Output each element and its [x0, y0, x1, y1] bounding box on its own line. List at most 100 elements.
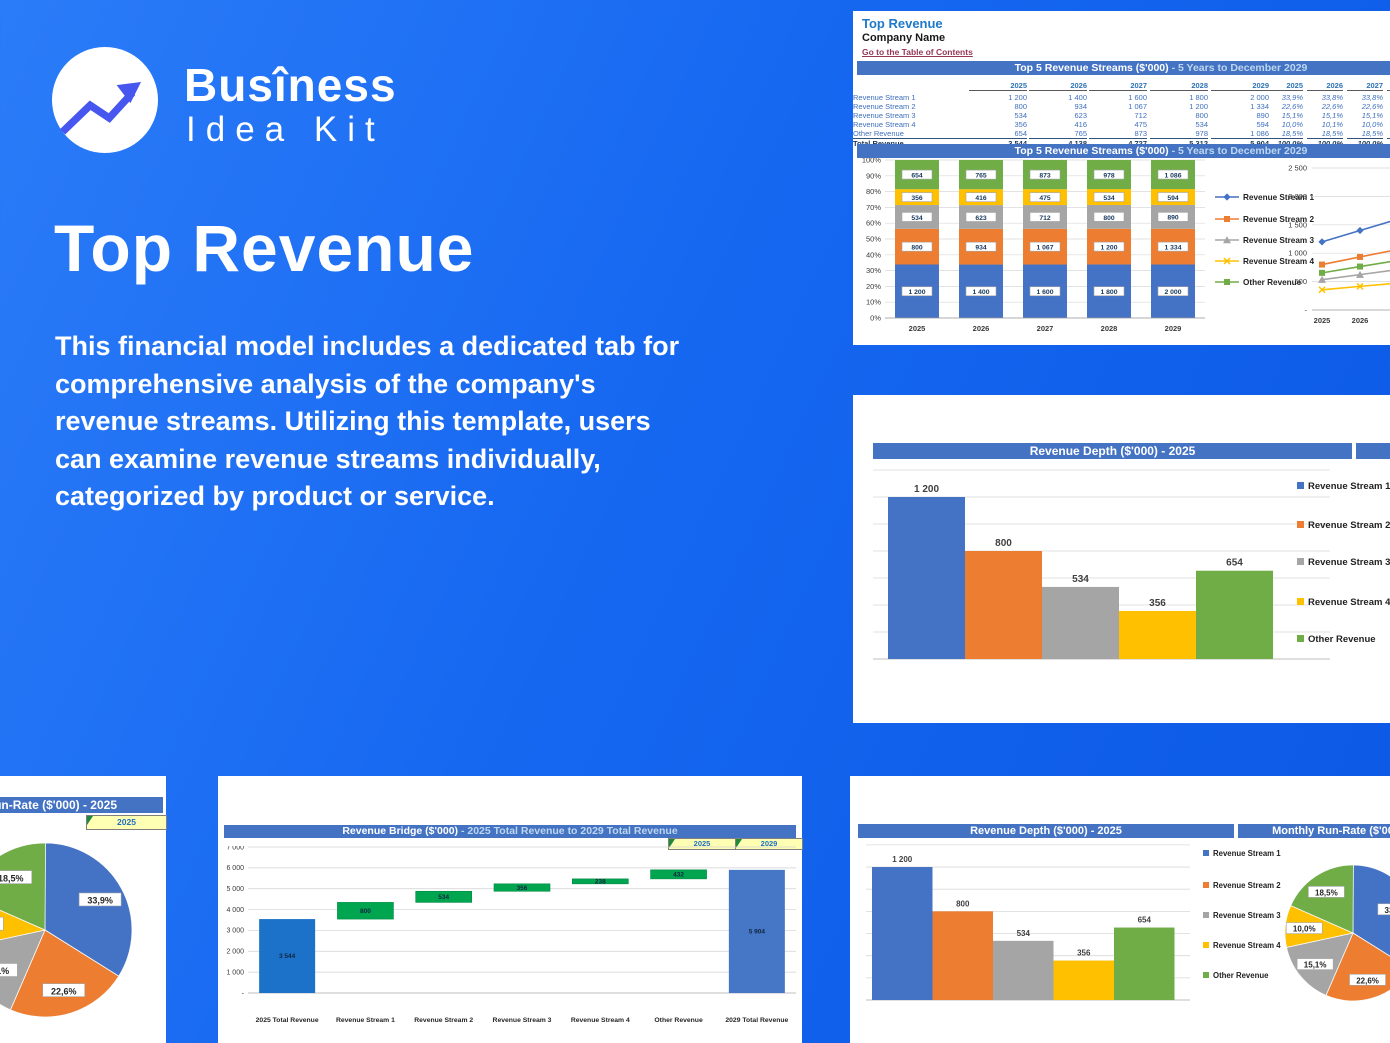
series-marker: [1318, 286, 1326, 294]
series-marker: [1318, 275, 1326, 283]
spreadsheet-panel-top-revenue: Top Revenue Company Name Go to the Table…: [853, 11, 1390, 345]
table-cell: 534: [1014, 111, 1027, 120]
data-label-box: [965, 192, 997, 202]
data-label: 33,9%: [87, 896, 113, 906]
page-description: This financial model includes a dedicate…: [55, 331, 680, 511]
spreadsheet-panel-revenue-bridge: Revenue Bridge ($'000) - 2025 Total Reve…: [218, 776, 803, 1043]
legend-swatch: [1203, 942, 1209, 948]
table-cell: 2028: [1387, 81, 1390, 91]
data-label: 475: [1039, 195, 1051, 202]
table-cell: 873: [1134, 129, 1147, 138]
table-cell: 4 138: [1029, 138, 1087, 148]
x-tick: 2025: [909, 324, 926, 333]
bar: [872, 867, 933, 1000]
bar: [993, 940, 1054, 1000]
data-label: 33,9%: [1385, 906, 1390, 915]
data-label: 432: [673, 872, 684, 879]
year-filter-dropdown[interactable]: 2025: [86, 815, 167, 830]
y-tick: 6 000: [226, 865, 244, 872]
spreadsheet-panel-revenue-depth: Revenue Depth ($'000) - 2025 1 200 800 534…: [853, 395, 1390, 723]
legend-label: Revenue Stream 3: [1243, 236, 1314, 245]
x-tick: Revenue Stream 1: [336, 1017, 395, 1024]
data-label-box: [1029, 212, 1061, 222]
x-tick: 2028: [1101, 324, 1118, 333]
table-cell: 18,5%: [1361, 129, 1383, 138]
pie-slice: [1290, 864, 1354, 934]
trend-arrow-icon: [60, 81, 142, 135]
table-row: Other Revenue 654 765 873 978 1 086 18,5% 18,5%…: [853, 129, 1390, 138]
table-cell: 15,1%: [1361, 111, 1383, 120]
table-row: Revenue Stream 2 800 934 1 067 1 200 1 334 22,…: [853, 102, 1390, 111]
table-cell: 623: [1074, 111, 1087, 120]
brand-name-line2: Idea Kit: [186, 110, 385, 149]
table-cell: 475: [1134, 120, 1147, 129]
series-marker: [1319, 269, 1325, 276]
table-cell: 2026: [1307, 81, 1343, 91]
data-label: 654: [1226, 558, 1243, 569]
data-label: 238: [595, 879, 606, 886]
data-label: 3 544: [279, 953, 296, 960]
revenue-depth-bar-chart-small: 1 200 800 534 356 654: [866, 844, 1190, 1001]
data-label: 800: [995, 538, 1012, 549]
data-label-box: [1093, 192, 1125, 202]
waterfall-bar: [728, 869, 785, 993]
series-marker: [1357, 253, 1363, 260]
series-marker: [1224, 279, 1230, 285]
legend-label: Revenue Stream 1: [1243, 193, 1314, 202]
x-tick: Revenue Stream 3: [493, 1017, 552, 1024]
series-marker: [1224, 216, 1230, 222]
data-label: 654: [911, 172, 923, 179]
legend-swatch: [1203, 882, 1209, 888]
waterfall-bar: [259, 919, 316, 993]
section-title-main: Top 5 Revenue Streams ($'000): [1014, 145, 1169, 157]
bar: [1042, 586, 1119, 659]
data-label-box: [1157, 212, 1189, 222]
series-line: [1321, 269, 1390, 281]
series-line: [1321, 260, 1390, 274]
data-label-box: [1308, 886, 1345, 898]
toc-link[interactable]: Go to the Table of Contents: [862, 47, 973, 57]
section-titlebar-table: Top 5 Revenue Streams ($'000) - 5 Years …: [857, 61, 1390, 75]
legend-swatch: [1203, 850, 1209, 856]
y-tick: 7 000: [226, 846, 244, 851]
table-cell: 2 000: [1250, 93, 1269, 102]
data-label: 2 000: [1164, 289, 1181, 296]
table-cell: 2026: [1029, 81, 1087, 91]
data-label-box: [901, 169, 933, 180]
series-marker: [1318, 238, 1326, 246]
y-tick: 70%: [866, 203, 881, 212]
waterfall-bar: [571, 878, 629, 885]
legend-swatch: [1297, 635, 1304, 642]
table-cell: 15,1%: [1281, 111, 1303, 120]
data-label-box: [901, 212, 933, 222]
legend-label: Revenue Stream 2: [1308, 520, 1390, 531]
data-label-box: [0, 963, 18, 977]
table-cell: 934: [1074, 102, 1087, 111]
table-cell: 3 544: [969, 138, 1027, 148]
table-cell: 978: [1195, 129, 1208, 138]
data-label: 1 800: [1100, 289, 1117, 296]
data-label: 1 200: [1100, 244, 1117, 251]
data-label: 356: [517, 885, 528, 892]
table-cell: 4 727: [1089, 138, 1147, 148]
y-tick: 1 500: [1288, 220, 1307, 229]
data-label-box: [1349, 973, 1386, 986]
table-cell: 22,6%: [1361, 102, 1383, 111]
data-label: 356: [1077, 949, 1091, 958]
section-title-main: Top 5 Revenue Streams ($'000): [1014, 62, 1169, 74]
section-title-suffix: - 5 Years to December 2029: [1171, 62, 1308, 74]
table-cell: 1 067: [1128, 102, 1147, 111]
data-label: 534: [911, 215, 923, 222]
revenue-depth-bar-chart: 1 200 800 534 356 654 Revenue Stream 1 Revenue…: [873, 469, 1390, 660]
x-tick: Other Revenue: [654, 1017, 703, 1024]
revenue-depth-title-small: Revenue Depth ($'000) - 2025: [970, 825, 1122, 837]
data-label-box: [1377, 903, 1390, 916]
data-label-box: [965, 212, 997, 222]
monthly-runrate-titlebar: Monthly Run-Rate ($'000) - 2025: [1238, 824, 1390, 838]
y-tick: 80%: [866, 187, 881, 196]
data-label-box: [1157, 169, 1189, 180]
y-tick: 2 000: [226, 949, 244, 956]
runrate-titlebar: Run-Rate ($'000) - 2025: [0, 797, 163, 813]
